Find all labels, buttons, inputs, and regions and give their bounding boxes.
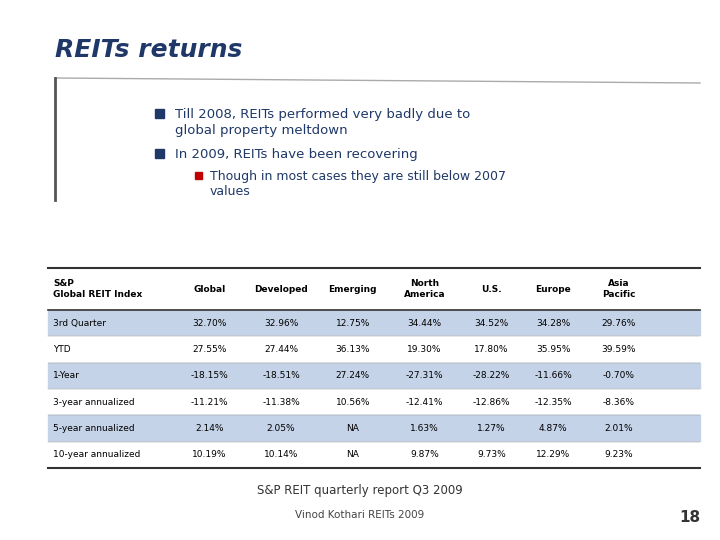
Text: Asia
Pacific: Asia Pacific (602, 279, 635, 299)
Text: 10.14%: 10.14% (264, 450, 298, 460)
Text: 12.75%: 12.75% (336, 319, 370, 328)
Text: 1.27%: 1.27% (477, 424, 505, 433)
Text: 32.96%: 32.96% (264, 319, 298, 328)
Text: 32.70%: 32.70% (192, 319, 227, 328)
Text: 3-year annualized: 3-year annualized (53, 397, 135, 407)
Text: 2.01%: 2.01% (604, 424, 633, 433)
Text: 27.24%: 27.24% (336, 372, 370, 380)
Text: Vinod Kothari REITs 2009: Vinod Kothari REITs 2009 (295, 510, 425, 520)
Text: 19.30%: 19.30% (408, 345, 442, 354)
Bar (48, 415, 700, 442)
Bar (48, 389, 700, 415)
Text: 10.56%: 10.56% (336, 397, 370, 407)
Text: In 2009, REITs have been recovering: In 2009, REITs have been recovering (175, 148, 418, 161)
Text: 17.80%: 17.80% (474, 345, 508, 354)
Text: S&P REIT quarterly report Q3 2009: S&P REIT quarterly report Q3 2009 (257, 484, 463, 497)
Bar (48, 363, 700, 389)
Text: NA: NA (346, 450, 359, 460)
Text: -27.31%: -27.31% (405, 372, 444, 380)
Text: 18: 18 (679, 510, 700, 525)
Text: global property meltdown: global property meltdown (175, 124, 348, 137)
Text: 9.73%: 9.73% (477, 450, 505, 460)
Text: 5-year annualized: 5-year annualized (53, 424, 135, 433)
Text: 10.19%: 10.19% (192, 450, 227, 460)
Text: 1-Year: 1-Year (53, 372, 80, 380)
Text: S&P
Global REIT Index: S&P Global REIT Index (53, 279, 143, 299)
Text: -28.22%: -28.22% (472, 372, 510, 380)
Text: 12.29%: 12.29% (536, 450, 570, 460)
Bar (48, 336, 700, 363)
Text: 34.44%: 34.44% (408, 319, 441, 328)
Text: Till 2008, REITs performed very badly due to: Till 2008, REITs performed very badly du… (175, 108, 470, 121)
Text: values: values (210, 185, 251, 198)
Text: 35.95%: 35.95% (536, 345, 570, 354)
Text: -11.21%: -11.21% (191, 397, 228, 407)
Text: NA: NA (346, 424, 359, 433)
Text: Though in most cases they are still below 2007: Though in most cases they are still belo… (210, 170, 506, 183)
Text: -12.86%: -12.86% (472, 397, 510, 407)
Text: U.S.: U.S. (481, 285, 502, 294)
Text: -18.51%: -18.51% (262, 372, 300, 380)
Text: 27.55%: 27.55% (192, 345, 227, 354)
Text: Emerging: Emerging (328, 285, 377, 294)
Text: 2.05%: 2.05% (267, 424, 295, 433)
Text: 2.14%: 2.14% (195, 424, 224, 433)
Text: 29.76%: 29.76% (601, 319, 636, 328)
Text: 10-year annualized: 10-year annualized (53, 450, 140, 460)
Text: -8.36%: -8.36% (603, 397, 634, 407)
Text: 3rd Quarter: 3rd Quarter (53, 319, 106, 328)
Text: Developed: Developed (254, 285, 308, 294)
Text: -11.66%: -11.66% (534, 372, 572, 380)
Text: -12.35%: -12.35% (534, 397, 572, 407)
Text: -11.38%: -11.38% (262, 397, 300, 407)
Text: 1.63%: 1.63% (410, 424, 439, 433)
Text: 4.87%: 4.87% (539, 424, 567, 433)
Text: -18.15%: -18.15% (191, 372, 228, 380)
Text: YTD: YTD (53, 345, 71, 354)
Bar (195, 172, 202, 179)
Text: 9.87%: 9.87% (410, 450, 439, 460)
Text: 39.59%: 39.59% (601, 345, 636, 354)
Text: 36.13%: 36.13% (336, 345, 370, 354)
Bar (155, 109, 164, 118)
Text: Global: Global (193, 285, 225, 294)
Text: North
America: North America (404, 279, 446, 299)
Bar (155, 149, 164, 158)
Text: -12.41%: -12.41% (406, 397, 444, 407)
Text: 34.28%: 34.28% (536, 319, 570, 328)
Text: 9.23%: 9.23% (604, 450, 633, 460)
Text: REITs returns: REITs returns (55, 38, 243, 62)
Bar (48, 442, 700, 468)
Text: -0.70%: -0.70% (603, 372, 634, 380)
Bar (48, 310, 700, 336)
Text: 27.44%: 27.44% (264, 345, 298, 354)
Text: 34.52%: 34.52% (474, 319, 508, 328)
Text: Europe: Europe (536, 285, 571, 294)
